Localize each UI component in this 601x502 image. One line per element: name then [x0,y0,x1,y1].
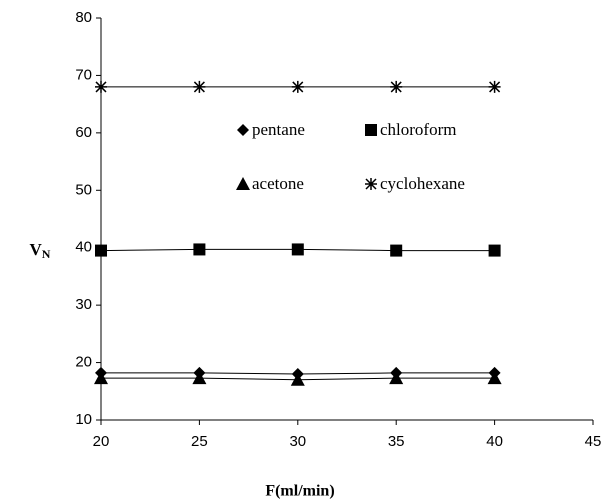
y-tick-label: 40 [75,239,92,256]
x-axis-title: F(ml/min) [265,483,334,500]
y-label-sub: N [42,247,51,261]
marker [94,371,108,385]
marker [390,80,403,93]
marker [488,80,501,93]
marker [487,371,502,385]
y-tick-label: 30 [75,296,92,313]
y-tick-label: 50 [75,181,92,198]
x-tick-label: 20 [93,433,110,450]
marker [488,244,501,257]
marker [193,80,206,93]
y-label: V [30,240,43,259]
y-tick-label: 60 [75,124,92,141]
marker [193,243,206,256]
marker [192,371,207,385]
x-tick-label: 45 [585,433,601,450]
marker [95,244,107,257]
y-tick-label: 80 [75,9,92,26]
marker [291,80,304,93]
legend-marker [365,124,377,136]
y-tick-label: 10 [75,411,92,428]
marker [390,244,403,257]
marker [95,80,107,93]
x-tick-label: 40 [486,433,503,450]
marker [291,243,304,256]
legend-label: pentane [252,120,305,139]
y-axis-title: VN [30,240,51,261]
legend-marker [236,177,250,190]
legend-marker [237,124,249,136]
legend-marker [365,178,377,190]
legend-label: cyclohexane [380,174,465,193]
marker [290,372,305,386]
x-tick-label: 35 [388,433,405,450]
legend-label: acetone [252,174,304,193]
y-tick-label: 70 [75,66,92,83]
x-tick-label: 30 [289,433,306,450]
y-tick-label: 20 [75,354,92,371]
legend-label: chloroform [380,120,456,139]
marker [389,371,404,385]
x-tick-label: 25 [191,433,208,450]
